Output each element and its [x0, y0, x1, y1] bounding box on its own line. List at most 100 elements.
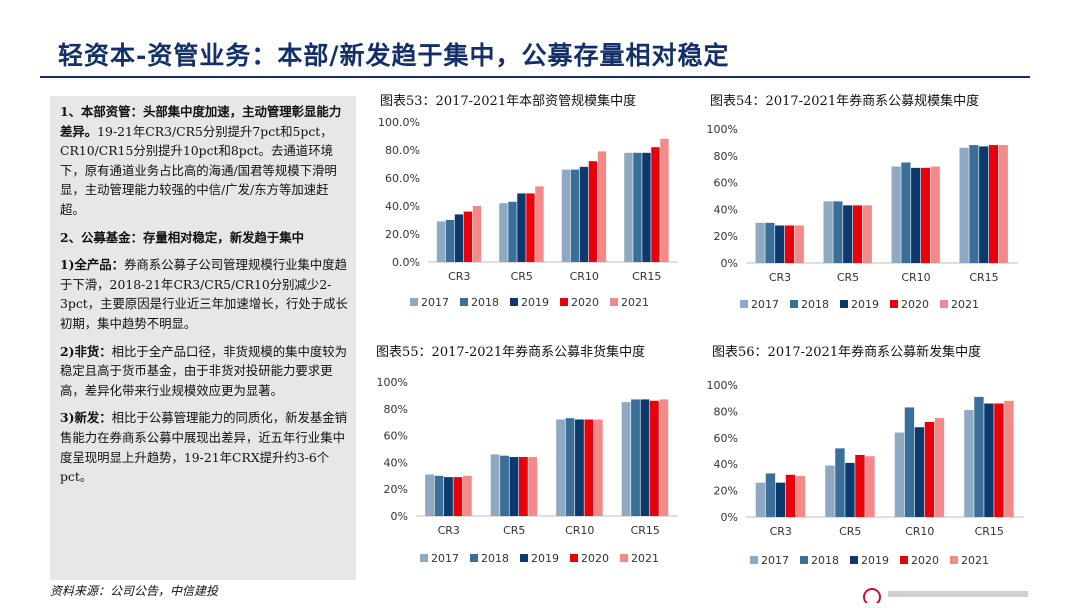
- bar-CR15-2020: [988, 145, 999, 263]
- legend-label-2019: 2019: [531, 552, 559, 565]
- legend-label-2018: 2018: [481, 552, 509, 565]
- x-tick-label: CR5: [511, 270, 533, 283]
- bar-CR5-2017: [823, 201, 833, 263]
- bar-CR15-2018: [633, 152, 642, 262]
- bar-CR15-2017: [624, 152, 633, 262]
- x-tick-label: CR3: [769, 271, 791, 284]
- legend-label-2018: 2018: [801, 298, 829, 311]
- bar-CR15-2021: [660, 138, 669, 262]
- summary-para-1: 1、本部资管：头部集中度加速，主动管理彰显能力差异。19-21年CR3/CR5分…: [60, 102, 348, 220]
- legend-label-2021: 2021: [621, 296, 649, 309]
- x-tick-label: CR15: [969, 271, 998, 284]
- summary-para-4: 2)非货：相比于全产品口径，非货规模的集中度较为稳定且高于货币基金，由于非货对投…: [60, 342, 348, 401]
- legend-swatch-2021: [940, 300, 948, 308]
- bar-CR10-2019: [914, 427, 925, 517]
- legend-label-2017: 2017: [761, 554, 789, 567]
- bar-CR3-2019: [454, 214, 464, 262]
- legend-swatch-2017: [410, 298, 418, 306]
- bar-CR3-2020: [463, 211, 473, 262]
- bar-CR15-2018: [974, 396, 984, 517]
- bar-CR15-2021: [998, 145, 1008, 263]
- bar-CR5-2018: [500, 455, 509, 516]
- summary-para-3: 1)全产品：券商系公募子公司管理规模行业集中度趋于下滑，2018-21年CR3/…: [60, 255, 348, 333]
- legend-label-2017: 2017: [431, 552, 459, 565]
- bar-CR3-2018: [445, 220, 455, 262]
- bar-CR10-2017: [891, 166, 901, 263]
- bar-CR15-2018: [631, 399, 640, 516]
- chart-55-plot: 0% 20% 40% 60% 80% 100% CR3 CR5 CR10 CR15 2017 2018…: [377, 376, 678, 565]
- page-title: 轻资本-资管业务：本部/新发趋于集中，公募存量相对稳定: [58, 41, 730, 70]
- bar-CR15-2021: [659, 399, 669, 516]
- bar-CR10-2020: [924, 421, 935, 517]
- x-tick-label: CR15: [975, 525, 1004, 538]
- y-tick-label: 20%: [714, 230, 738, 243]
- y-tick-label: 40%: [384, 456, 408, 469]
- bar-CR15-2019: [979, 146, 989, 263]
- bar-CR5-2021: [535, 186, 544, 262]
- bar-CR5-2019: [843, 205, 853, 263]
- legend-swatch-2020: [900, 556, 908, 564]
- bar-CR3-2020: [785, 474, 796, 517]
- legend-swatch-2019: [850, 556, 858, 564]
- y-tick-label: 80%: [384, 403, 408, 416]
- legend-label-2021: 2021: [961, 554, 989, 567]
- bar-CR10-2017: [561, 169, 571, 262]
- bar-CR15-2017: [964, 410, 974, 517]
- legend-swatch-2017: [740, 300, 748, 308]
- bar-CR5-2019: [517, 193, 526, 262]
- y-tick-label: 40%: [714, 203, 738, 216]
- legend-label-2018: 2018: [471, 296, 499, 309]
- y-tick-label: 60.0%: [385, 172, 420, 185]
- bar-CR15-2020: [651, 147, 660, 262]
- bar-CR5-2020: [852, 205, 863, 263]
- x-tick-label: CR10: [570, 270, 599, 283]
- bar-CR15-2020: [649, 400, 659, 516]
- summary-para-5: 3)新发：相比于公募管理能力的同质化，新发基金销售能力在券商系公募中展现出差异，…: [60, 408, 348, 486]
- legend-swatch-2021: [610, 298, 618, 306]
- y-tick-label: 100%: [707, 379, 738, 392]
- legend-label-2020: 2020: [911, 554, 939, 567]
- x-tick-label: CR3: [770, 525, 792, 538]
- bar-CR5-2018: [508, 201, 517, 262]
- bar-CR5-2019: [509, 457, 519, 516]
- bar-CR10-2021: [597, 151, 607, 262]
- chart-56-title: 图表56：2017-2021年券商系公募新发集中度: [712, 345, 982, 360]
- bar-CR10-2019: [575, 419, 584, 516]
- bar-CR10-2017: [894, 432, 905, 517]
- bar-CR5-2019: [845, 462, 855, 517]
- x-tick-label: CR5: [503, 524, 525, 537]
- summary-heading-2: 2、公募基金：存量相对稳定，新发趋于集中: [60, 229, 305, 245]
- source-note: 资料来源：公司公告，中信建投: [50, 584, 219, 598]
- y-tick-label: 20%: [384, 483, 408, 496]
- summary-para-2: 2、公募基金：存量相对稳定，新发趋于集中: [60, 228, 348, 248]
- bar-CR3-2021: [795, 476, 806, 517]
- x-tick-label: CR15: [632, 270, 661, 283]
- chart-53-plot: 0.0% 20.0% 40.0% 60.0% 80.0% 100.0% CR3 CR5 CR10…: [378, 116, 678, 309]
- bar-CR3-2018: [765, 222, 775, 263]
- legend-label-2018: 2018: [811, 554, 839, 567]
- bar-CR3-2020: [784, 225, 795, 263]
- title-divider: [40, 76, 1030, 78]
- x-tick-label: CR3: [438, 524, 460, 537]
- legend-swatch-2018: [460, 298, 468, 306]
- summary-text-4: 相比于全产品口径，非货规模的集中度较为稳定且高于货币基金，由于非货对投研能力要求…: [60, 343, 348, 398]
- brand-logo-text-band: [888, 591, 1028, 597]
- bar-CR3-2021: [794, 225, 804, 263]
- legend-swatch-2020: [560, 298, 568, 306]
- bar-CR10-2019: [579, 166, 589, 262]
- bar-CR3-2021: [472, 206, 482, 262]
- y-tick-label: 100%: [377, 376, 408, 389]
- legend-swatch-2021: [950, 556, 958, 564]
- bar-CR15-2020: [994, 403, 1004, 517]
- legend-swatch-2019: [510, 298, 518, 306]
- legend-swatch-2017: [750, 556, 758, 564]
- y-tick-label: 20%: [714, 485, 738, 498]
- chart-54-plot: 0% 20% 40% 60% 80% 100% CR3 CR5 CR10 CR15 2017 2018…: [707, 123, 1018, 311]
- x-tick-label: CR5: [837, 271, 859, 284]
- bar-CR15-2017: [621, 402, 631, 516]
- bar-CR3-2021: [462, 475, 472, 516]
- summary-text-5: 相比于公募管理能力的同质化，新发基金销售能力在券商系公募中展现出差异，近五年行业…: [60, 410, 348, 485]
- x-tick-label: CR10: [565, 524, 594, 537]
- summary-heading-5: 3)新发：: [60, 410, 112, 426]
- summary-heading-3: 1)全产品：: [60, 257, 125, 273]
